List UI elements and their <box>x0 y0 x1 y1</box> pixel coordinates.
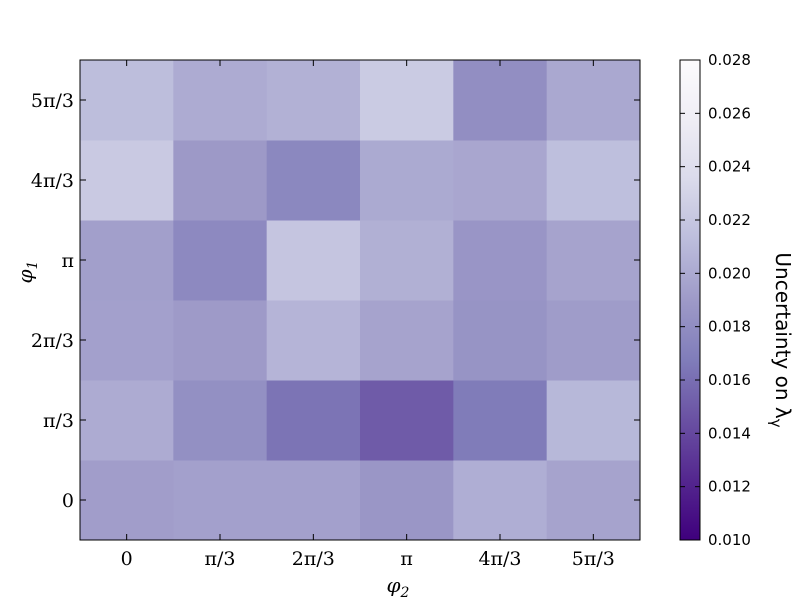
heatmap-cell <box>453 60 548 141</box>
x-tick-label: 0 <box>121 548 133 570</box>
heatmap-cell <box>173 140 268 221</box>
heatmap-cell <box>546 300 641 381</box>
heatmap-cell <box>360 220 454 301</box>
heatmap-cell <box>360 140 454 221</box>
colorbar <box>679 59 701 541</box>
heatmap-cell <box>546 220 641 301</box>
x-tick-label: 2π/3 <box>292 548 335 570</box>
heatmap-cells <box>80 60 641 541</box>
colorbar-ticks: 0.010 0.012 0.014 0.016 0.018 0.020 0.022 0.024… <box>680 51 751 549</box>
colorbar-tick-label: 0.012 <box>708 478 751 496</box>
heatmap-cell <box>453 300 548 381</box>
y-tick-label: 0 <box>62 490 74 512</box>
heatmap-cell <box>80 300 174 381</box>
heatmap-cell <box>453 140 548 221</box>
colorbar-label: Uncertainty on λγ <box>767 252 795 427</box>
colorbar-tick-label: 0.020 <box>708 264 751 282</box>
heatmap-cell <box>453 460 548 541</box>
heatmap-cell <box>173 220 268 301</box>
heatmap-cell <box>360 380 454 461</box>
y-tick-label: 2π/3 <box>31 330 74 352</box>
x-tick-label: 4π/3 <box>478 548 521 570</box>
y-tick-label: 5π/3 <box>31 90 74 112</box>
colorbar-tick-label: 0.014 <box>708 424 751 442</box>
y-axis-label: φ1 <box>13 261 41 284</box>
heatmap-cell <box>266 60 361 141</box>
x-ticks: 0 π/3 2π/3 π 4π/3 5π/3 <box>121 60 615 570</box>
heatmap-cell <box>173 300 268 381</box>
x-axis-label: φ2 <box>387 573 410 600</box>
heatmap-cell <box>453 380 548 461</box>
colorbar-tick-label: 0.010 <box>708 531 751 549</box>
heatmap-cell <box>453 220 548 301</box>
x-tick-label: π <box>400 548 413 570</box>
heatmap-cell <box>173 60 268 141</box>
heatmap-cell <box>80 460 174 541</box>
heatmap-cell <box>266 300 361 381</box>
x-tick-label: π/3 <box>205 548 236 570</box>
x-tick-label: 5π/3 <box>572 548 615 570</box>
plot-frame <box>79 59 641 541</box>
heatmap-cell <box>80 380 174 461</box>
colorbar-tick-label: 0.022 <box>708 211 751 229</box>
heatmap-cell <box>360 60 454 141</box>
y-ticks: 0 π/3 2π/3 π 4π/3 5π/3 <box>31 90 640 512</box>
colorbar-tick-label: 0.018 <box>708 318 751 336</box>
heatmap-cell <box>360 300 454 381</box>
heatmap-cell <box>546 460 641 541</box>
heatmap-cell <box>80 220 174 301</box>
colorbar-tick-label: 0.016 <box>708 371 751 389</box>
colorbar-tick-label: 0.026 <box>708 104 751 122</box>
heatmap-cell <box>546 140 641 221</box>
y-tick-label: π <box>62 250 75 272</box>
heatmap-cell <box>173 380 268 461</box>
y-tick-label: 4π/3 <box>31 170 74 192</box>
heatmap-cell <box>266 460 361 541</box>
heatmap-cell <box>546 60 641 141</box>
heatmap-cell <box>546 380 641 461</box>
heatmap-cell <box>80 60 174 141</box>
heatmap-cell <box>360 460 454 541</box>
colorbar-tick-label: 0.024 <box>708 158 751 176</box>
colorbar-tick-label: 0.028 <box>708 51 751 69</box>
heatmap-cell <box>266 220 361 301</box>
heatmap-cell <box>266 380 361 461</box>
heatmap-cell <box>173 460 268 541</box>
heatmap-cell <box>80 140 174 221</box>
y-tick-label: π/3 <box>43 410 74 432</box>
heatmap-cell <box>266 140 361 221</box>
